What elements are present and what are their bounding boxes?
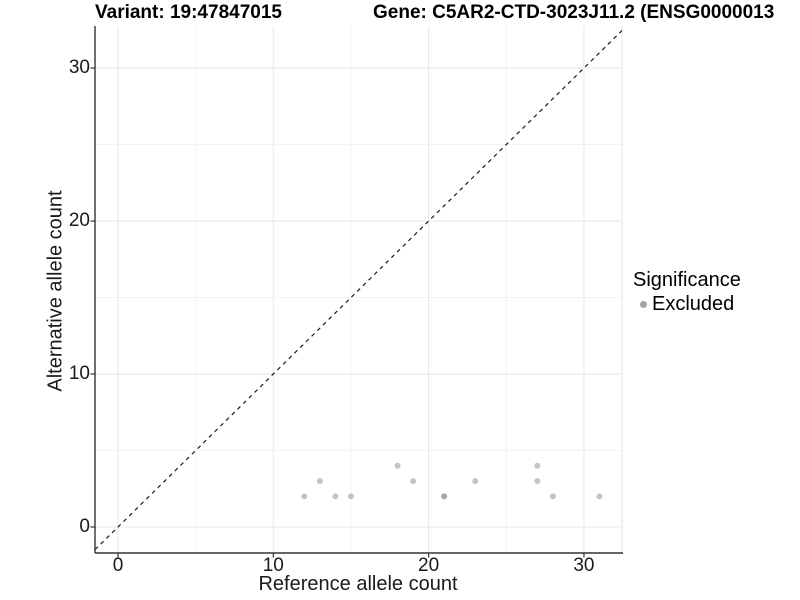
data-point	[410, 478, 417, 485]
data-point	[441, 493, 448, 500]
data-point	[301, 493, 308, 500]
plot-title-variant: Variant: 19:47847015	[95, 2, 282, 23]
data-point	[347, 493, 354, 500]
data-point	[332, 493, 339, 500]
x-tick-label: 10	[262, 555, 284, 576]
plot-title-gene: Gene: C5AR2-CTD-3023J11.2 (ENSG0000013	[373, 2, 775, 23]
x-tick-label: 20	[418, 555, 440, 576]
data-point	[472, 478, 479, 485]
legend-title: Significance	[633, 269, 741, 291]
y-axis-title: Alternative allele count	[44, 190, 67, 392]
data-point	[394, 462, 401, 469]
y-tick-label: 10	[68, 363, 90, 385]
x-axis-title: Reference allele count	[258, 573, 458, 595]
identity-reference-line	[94, 30, 623, 551]
y-tick-label: 0	[79, 515, 90, 537]
legend-item-excluded: Excluded	[633, 293, 741, 315]
y-tick-label: 20	[68, 210, 90, 232]
data-point	[549, 493, 556, 500]
x-tick-label: 0	[112, 555, 124, 576]
x-tick-label: 30	[573, 555, 595, 576]
y-tick-label: 30	[68, 57, 90, 79]
data-point	[534, 478, 541, 485]
data-point	[534, 462, 541, 469]
data-point	[316, 478, 323, 485]
legend: Significance Excluded	[633, 269, 741, 315]
legend-item-label: Excluded	[652, 293, 735, 315]
legend-point-icon	[640, 300, 647, 308]
data-point	[596, 493, 603, 500]
